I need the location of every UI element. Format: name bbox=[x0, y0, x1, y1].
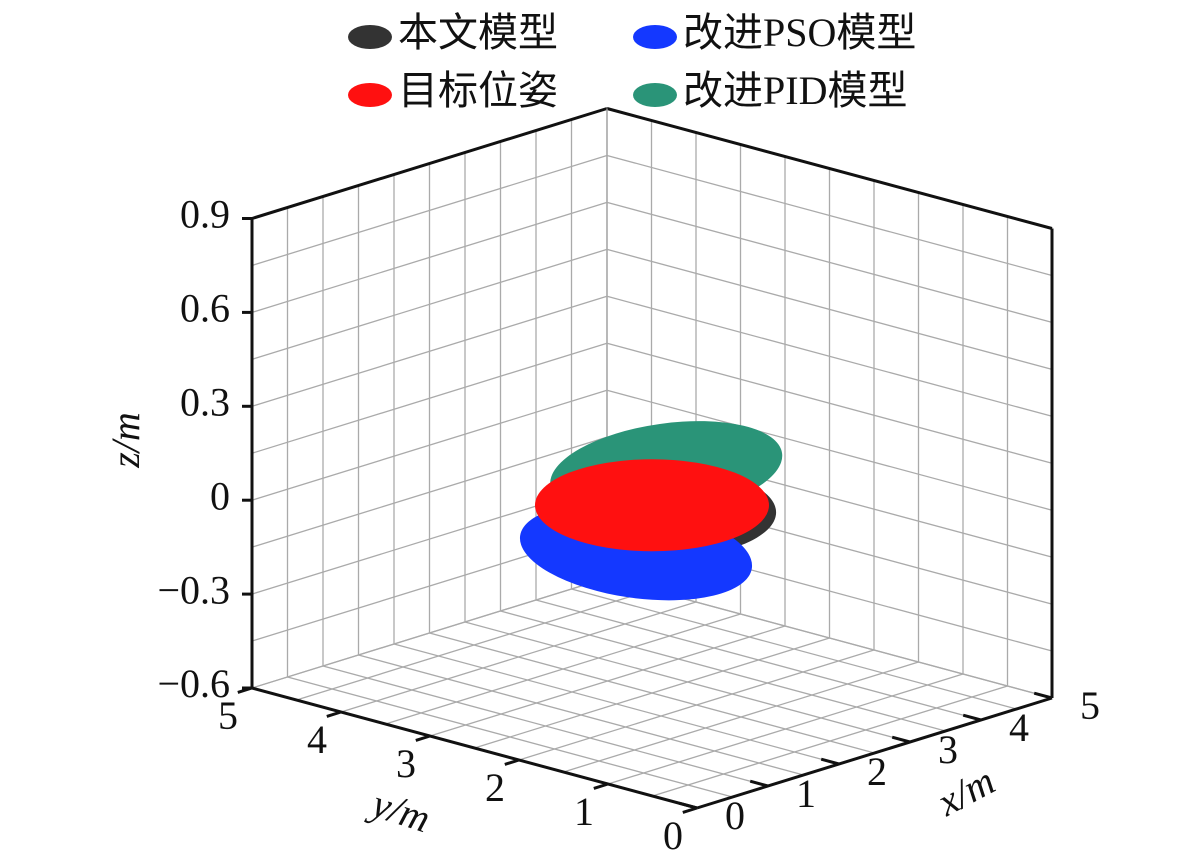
z-tick-label: 0.6 bbox=[180, 286, 230, 331]
z-tick-label: 0.3 bbox=[180, 379, 230, 424]
x-tick-label: 4 bbox=[1009, 705, 1029, 750]
z-tick-label: 0.9 bbox=[180, 192, 230, 237]
tick-mark bbox=[678, 801, 698, 810]
z-tick-label: −0.3 bbox=[157, 567, 230, 612]
x-tick-label: 3 bbox=[938, 727, 958, 772]
grid-line bbox=[606, 295, 1053, 417]
z-axis-label: z/m bbox=[103, 412, 148, 469]
grid-line bbox=[251, 201, 608, 314]
y-tick-label: 3 bbox=[396, 741, 416, 786]
axis-frame bbox=[251, 686, 698, 810]
minor-grid bbox=[296, 589, 652, 701]
tick-mark bbox=[593, 782, 609, 790]
grid-line bbox=[322, 665, 769, 787]
grid-line bbox=[251, 577, 608, 689]
legend-label: 本文模型 bbox=[398, 10, 558, 55]
y-tick-label: 4 bbox=[307, 717, 327, 762]
tick-mark bbox=[1033, 691, 1053, 700]
y-tick-label: 5 bbox=[218, 693, 238, 738]
minor-grid bbox=[606, 154, 1053, 277]
tick-mark bbox=[820, 757, 840, 766]
z-tick-label: 0 bbox=[210, 473, 230, 518]
grid-line bbox=[429, 625, 786, 737]
tick-mark bbox=[891, 735, 911, 744]
minor-grid bbox=[251, 342, 608, 454]
legend-label: 改进PID模型 bbox=[683, 68, 907, 113]
y-tick-label: 0 bbox=[663, 813, 683, 858]
minor-grid bbox=[652, 685, 1008, 797]
grid-line bbox=[535, 599, 982, 721]
y-tick-label: 1 bbox=[574, 789, 594, 834]
tick-mark bbox=[504, 758, 520, 766]
grid-line bbox=[606, 389, 1053, 511]
legend-swatch bbox=[348, 25, 392, 49]
grid-line bbox=[251, 295, 608, 407]
y-tick-label: 2 bbox=[485, 765, 505, 810]
grid-line bbox=[340, 601, 697, 713]
minor-grid bbox=[563, 661, 919, 773]
minor-grid bbox=[251, 436, 608, 548]
x-tick-label: 0 bbox=[725, 793, 745, 838]
grid-line bbox=[607, 673, 964, 785]
tick-mark bbox=[682, 806, 698, 814]
minor-grid bbox=[606, 248, 1053, 370]
legend-swatch bbox=[633, 25, 677, 49]
legend-swatch bbox=[348, 83, 392, 107]
x-tick-label: 2 bbox=[867, 749, 887, 794]
grid-line bbox=[464, 621, 911, 743]
axis-frame bbox=[606, 107, 1053, 230]
tick-mark bbox=[749, 779, 769, 788]
minor-grid bbox=[251, 248, 608, 360]
minor-grid bbox=[474, 637, 830, 749]
pose-disc bbox=[535, 459, 769, 552]
y-axis-label: y/m bbox=[363, 779, 436, 841]
x-tick-label: 1 bbox=[796, 771, 816, 816]
legend-label: 目标位姿 bbox=[398, 68, 558, 113]
grid-line bbox=[606, 201, 1053, 324]
grid-line bbox=[518, 649, 875, 761]
minor-grid bbox=[606, 342, 1053, 464]
tick-mark bbox=[326, 710, 342, 718]
legend-swatch bbox=[633, 83, 677, 107]
grid-line bbox=[393, 643, 840, 765]
z-tick-label: −0.6 bbox=[157, 661, 230, 706]
x-tick-label: 5 bbox=[1080, 683, 1100, 728]
axis-frame bbox=[696, 696, 1053, 810]
axis-frame bbox=[251, 107, 608, 220]
tick-mark bbox=[962, 713, 982, 722]
grid-line bbox=[251, 389, 608, 501]
tick-mark bbox=[415, 734, 431, 742]
minor-grid bbox=[251, 154, 608, 267]
legend-label: 改进PSO模型 bbox=[683, 10, 916, 55]
minor-grid bbox=[385, 613, 741, 725]
